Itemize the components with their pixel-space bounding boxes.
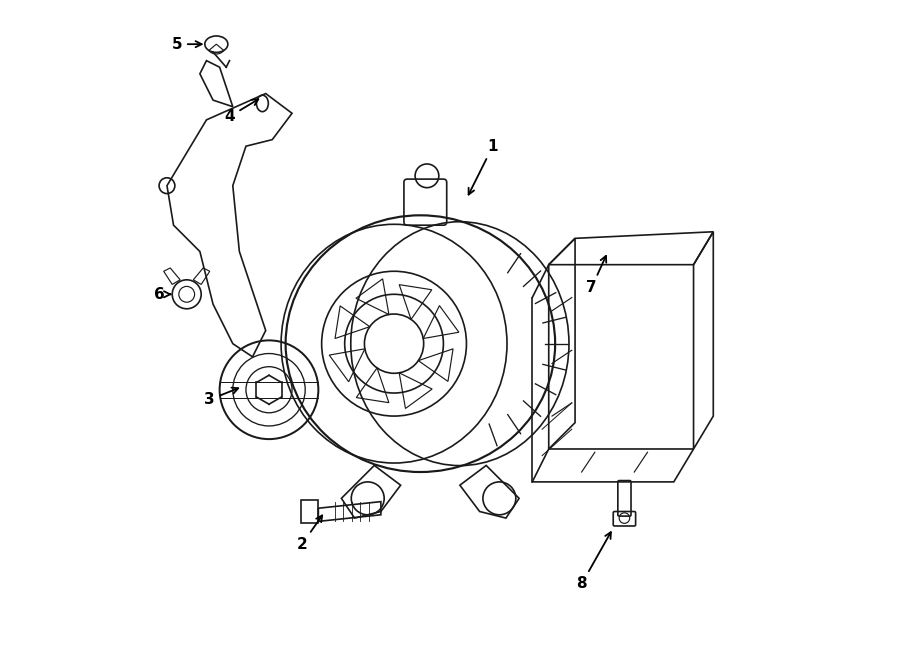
Text: 6: 6	[154, 287, 170, 302]
Text: 2: 2	[296, 516, 322, 552]
Text: 7: 7	[586, 256, 607, 295]
Text: 5: 5	[172, 36, 202, 52]
Text: 4: 4	[224, 99, 258, 124]
Text: 3: 3	[204, 387, 238, 407]
Text: 8: 8	[576, 532, 611, 592]
Text: 1: 1	[469, 139, 498, 194]
